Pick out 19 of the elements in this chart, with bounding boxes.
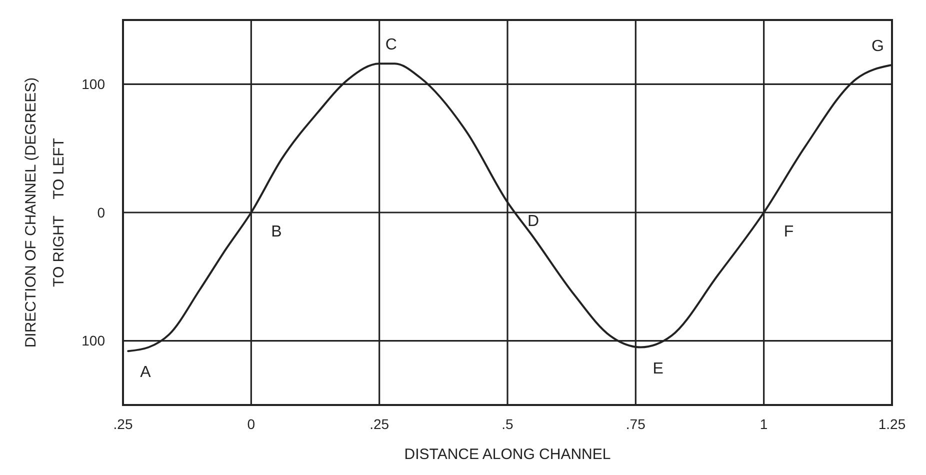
x-tick-label: 0 — [247, 416, 256, 432]
annotation: D — [528, 213, 540, 230]
x-tick-label: 1.25 — [878, 416, 906, 432]
y-axis-title: DIRECTION OF CHANNEL (DEGREES) TO RIGHT TO LEFT — [22, 77, 68, 348]
x-tick-label: .5 — [502, 416, 514, 432]
annotation: E — [652, 360, 664, 378]
annotation: C — [385, 36, 397, 54]
y-tick-label: 100 — [82, 332, 106, 349]
annotation: B — [271, 224, 282, 240]
x-tick-label: .25 — [370, 416, 390, 432]
annotation: A — [140, 364, 152, 382]
annotation: G — [872, 38, 884, 55]
x-tick-label: .75 — [626, 416, 646, 432]
x-tick-label: 1 — [760, 416, 768, 432]
x-axis-title: DISTANCE ALONG CHANNEL — [404, 446, 611, 463]
x-tick-label: .25 — [113, 416, 133, 432]
y-tick-label: 100 — [82, 76, 106, 92]
annotation: F — [784, 224, 794, 240]
y-tick-label: 0 — [97, 204, 106, 220]
